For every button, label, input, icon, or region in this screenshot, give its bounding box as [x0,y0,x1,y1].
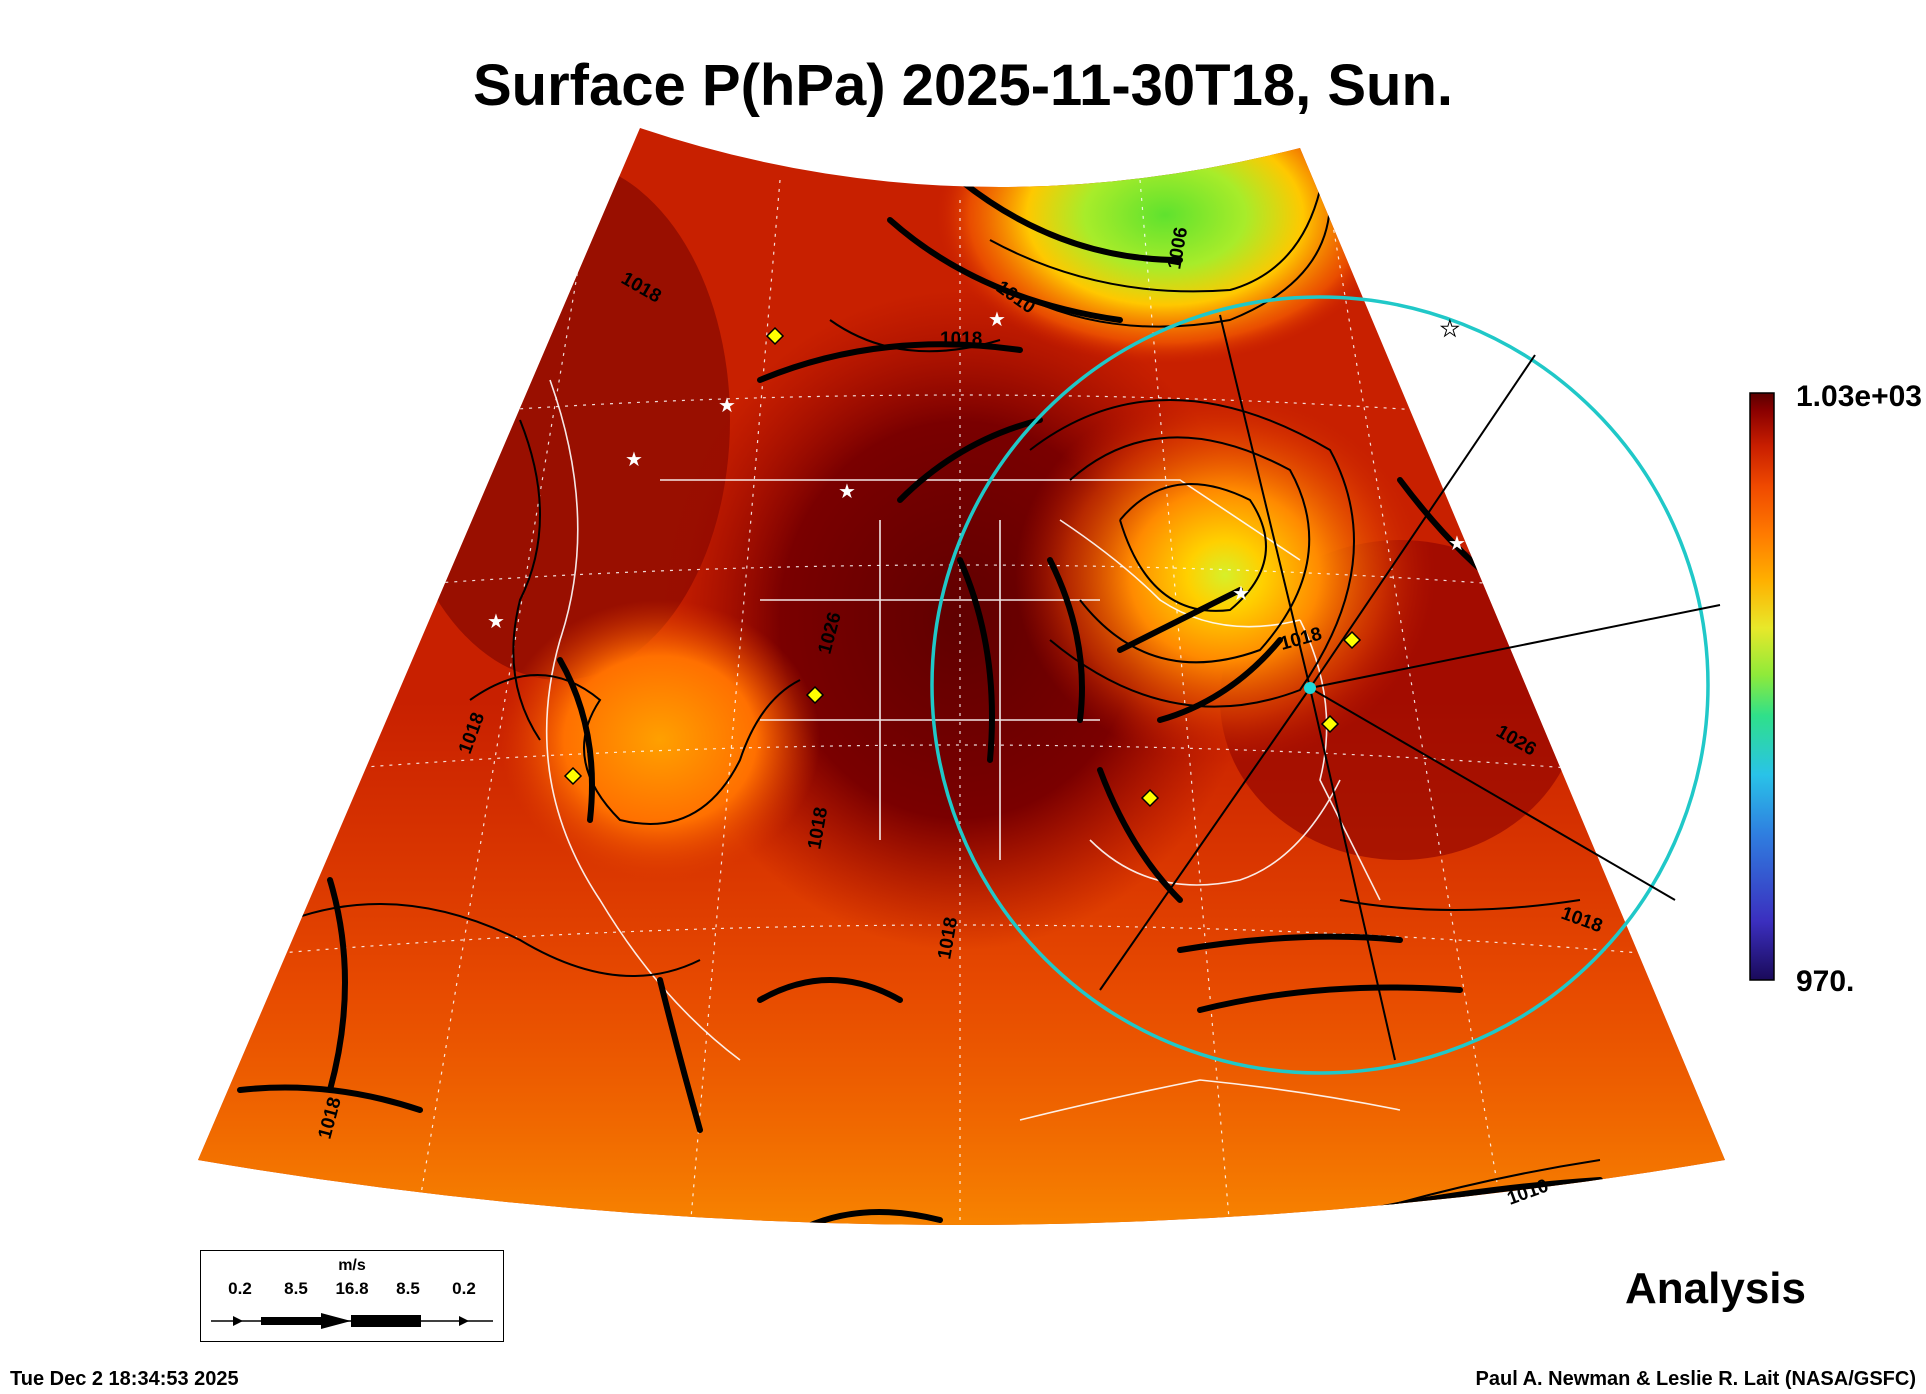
contour-label: 1018 [940,329,982,350]
pressure-field [198,128,1725,1225]
vortex-circle [930,295,1710,1075]
station-diamonds [563,326,1362,808]
colorbar [1749,392,1775,981]
wind-legend-tick: 8.5 [284,1279,308,1298]
credit: Paul A. Newman & Leslie R. Lait (NASA/GS… [1475,1368,1916,1390]
colorbar-max-label: 1.03e+03 [1796,380,1922,413]
wind-legend: m/s 0.2 8.5 16.8 8.5 0.2 [200,1250,504,1342]
wind-legend-tick: 0.2 [228,1279,252,1298]
svg-text:★: ★ [718,395,736,417]
panel-label: Analysis [1625,1264,1806,1313]
center-marker [1304,682,1316,694]
svg-text:★: ★ [1232,583,1250,605]
radial-lines [1099,314,1721,1061]
wind-legend-tick: 0.2 [452,1279,476,1298]
outline-star: ★ [1440,316,1460,341]
colorbar-min-label: 970. [1796,965,1855,998]
wind-legend-unit: m/s [338,1257,366,1274]
station-stars: ★ ★ ★ ★ ★ ★ ★ [487,309,1466,633]
svg-text:★: ★ [1448,533,1466,555]
wind-legend-arrow [211,1313,493,1329]
map-title: Surface P(hPa) 2025-11-30T18, Sun. [473,53,1453,118]
svg-text:★: ★ [838,481,856,503]
svg-text:★: ★ [988,309,1006,331]
wind-legend-tick: 16.8 [335,1279,369,1298]
svg-text:★: ★ [487,611,505,633]
wind-legend-tick: 8.5 [396,1279,420,1298]
svg-text:★: ★ [625,449,643,471]
timestamp: Tue Dec 2 18:34:53 2025 [10,1368,239,1390]
